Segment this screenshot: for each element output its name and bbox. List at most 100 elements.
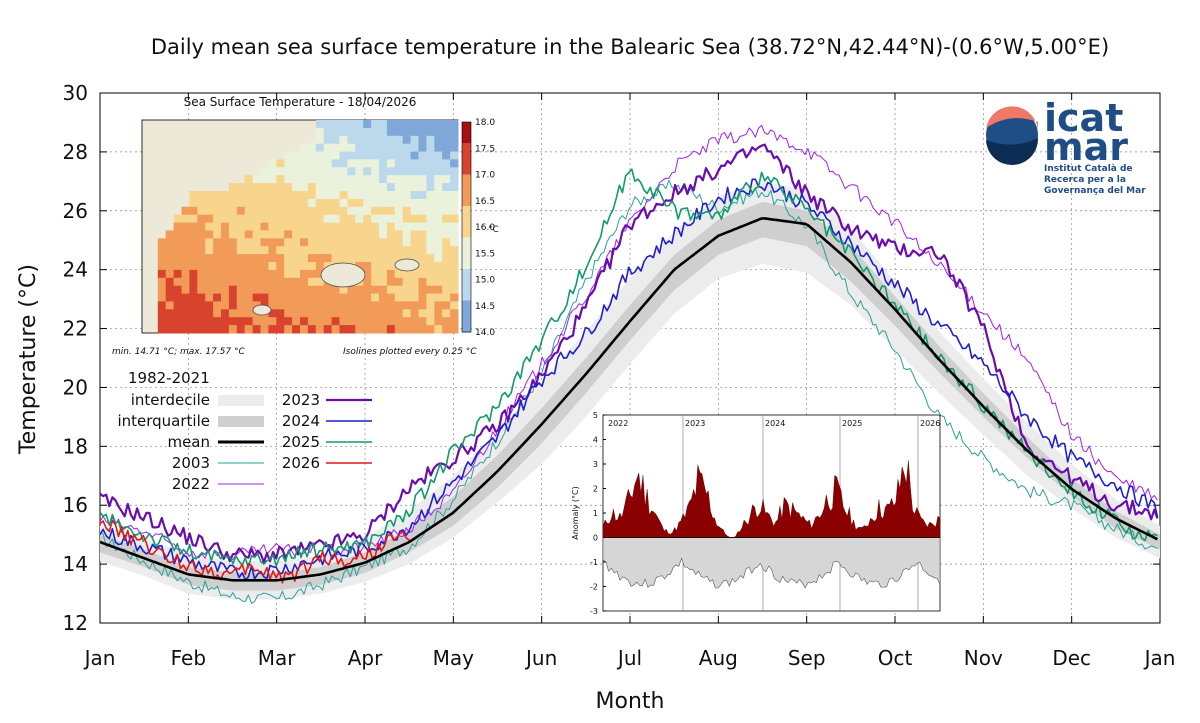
map-cell — [355, 317, 364, 326]
map-cell — [339, 206, 348, 216]
map-cell — [386, 246, 396, 255]
map-cell — [252, 198, 261, 208]
map-cell — [363, 317, 372, 326]
map-cell — [355, 198, 364, 208]
map-cell — [268, 159, 277, 168]
map-cell — [205, 230, 214, 239]
map-cell — [228, 254, 238, 263]
x-tick-label: Oct — [878, 646, 913, 670]
map-cell — [426, 238, 435, 247]
map-cell — [315, 309, 325, 318]
colorbar-tick: 16.0 — [475, 223, 495, 233]
map-cell — [252, 238, 261, 247]
map-cell — [331, 191, 340, 200]
map-cell — [379, 230, 388, 239]
map-cell — [418, 325, 427, 334]
map-cell — [347, 151, 356, 160]
map-cell — [386, 222, 396, 231]
map-cell — [173, 222, 182, 231]
map-cell — [339, 325, 348, 334]
map-cell — [252, 293, 261, 302]
map-cell — [379, 293, 388, 302]
map-cell — [236, 285, 246, 295]
map-cell — [300, 175, 309, 184]
map-cell — [371, 309, 380, 318]
map-cell — [386, 262, 396, 271]
map-cell — [426, 183, 435, 192]
map-cell — [394, 317, 404, 326]
map-cell — [260, 285, 269, 295]
map-cell — [379, 175, 388, 184]
map-cell — [394, 285, 404, 295]
map-cell — [355, 254, 364, 263]
map-cell — [157, 262, 167, 271]
y-tick-label: 18 — [63, 434, 88, 458]
map-cell — [371, 246, 380, 255]
map-cell — [268, 269, 277, 279]
map-cell — [244, 183, 254, 192]
map-cell — [442, 269, 451, 279]
map-cell — [402, 309, 412, 318]
map-cell — [426, 222, 435, 231]
map-cell — [221, 325, 230, 334]
map-cell — [426, 175, 435, 184]
map-cell — [189, 262, 198, 271]
map-cell — [189, 222, 198, 231]
map-cell — [347, 293, 356, 302]
map-cell — [236, 191, 246, 200]
map-cell — [426, 167, 435, 176]
map-cell — [426, 206, 435, 216]
colorbar-cell — [462, 216, 471, 223]
map-cell — [379, 246, 388, 255]
anomaly-tick: -1 — [590, 558, 598, 567]
map-cell — [276, 277, 285, 287]
map-cell — [363, 246, 372, 255]
map-cell — [323, 183, 333, 192]
map-cell — [252, 183, 261, 192]
map-cell — [442, 151, 451, 160]
map-cell — [339, 230, 348, 239]
map-cell — [292, 309, 301, 318]
map-cell — [252, 269, 261, 279]
map-cell — [252, 285, 261, 295]
map-cell — [434, 167, 443, 176]
map-cell — [205, 262, 214, 271]
map-cell — [379, 183, 388, 192]
map-cell — [205, 277, 214, 287]
map-cell — [307, 238, 317, 247]
map-cell — [205, 206, 214, 216]
map-cell — [426, 191, 435, 200]
map-cell — [276, 214, 285, 224]
map-cell — [323, 206, 333, 216]
map-cell — [315, 206, 325, 216]
map-cell — [307, 293, 317, 302]
map-cell — [165, 254, 175, 263]
colorbar-cell — [462, 284, 471, 291]
map-cell — [260, 222, 269, 231]
map-cell — [323, 167, 333, 176]
map-cell — [292, 246, 301, 255]
colorbar-cell — [462, 153, 471, 160]
map-cell — [394, 198, 404, 208]
map-cell — [268, 238, 277, 247]
colorbar-cell — [462, 206, 471, 212]
map-cell — [379, 222, 388, 231]
map-cell — [181, 230, 190, 239]
map-cell — [418, 285, 427, 295]
colorbar-cell — [462, 326, 471, 333]
map-cell — [379, 254, 388, 263]
map-cell — [252, 230, 261, 239]
map-cell — [315, 198, 325, 208]
map-cell — [189, 325, 198, 334]
map-cell — [284, 183, 293, 192]
map-cell — [228, 301, 238, 310]
map-cell — [363, 293, 372, 302]
map-cell — [236, 309, 246, 318]
map-cell — [355, 191, 364, 200]
map-cell — [410, 143, 419, 153]
map-cell — [189, 293, 198, 302]
map-cell — [418, 254, 427, 263]
map-cell — [315, 317, 325, 326]
map-cell — [244, 198, 254, 208]
